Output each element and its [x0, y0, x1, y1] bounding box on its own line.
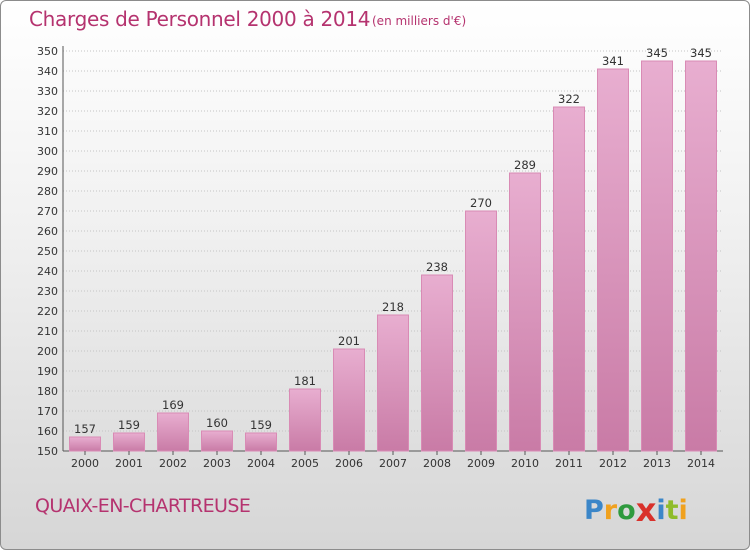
x-tick-labels: 2000 2001 2002 2003 2004 2005 2006 2007 2008 2009… — [71, 451, 715, 470]
x-tick-label-2004: 2004 — [247, 457, 275, 470]
y-tick-label: 240 — [37, 265, 58, 278]
data-label-2005: 181 — [294, 374, 316, 388]
data-label-2014: 345 — [690, 46, 712, 60]
bars — [69, 60, 717, 452]
logo-letter: i — [656, 495, 666, 526]
y-tick-label: 220 — [37, 305, 58, 318]
x-tick-label-2006: 2006 — [335, 457, 363, 470]
bar-2013 — [641, 60, 673, 452]
commune-name: QUAIX-EN-CHARTREUSE — [35, 495, 251, 517]
logo-letter: i — [678, 495, 688, 526]
data-label-2006: 201 — [338, 334, 360, 348]
y-tick-label: 210 — [37, 325, 58, 338]
y-tick-label: 160 — [37, 425, 58, 438]
data-label-2002: 169 — [162, 398, 184, 412]
y-tick-label: 280 — [37, 185, 58, 198]
data-label-2003: 160 — [206, 416, 228, 430]
y-tick-label: 250 — [37, 245, 58, 258]
x-tick-label-2010: 2010 — [511, 457, 539, 470]
x-tick-label-2011: 2011 — [555, 457, 583, 470]
logo-letter: o — [617, 495, 636, 526]
data-label-2011: 322 — [558, 92, 580, 106]
x-tick-label-2009: 2009 — [467, 457, 495, 470]
bar-2000 — [69, 436, 101, 452]
y-tick-label: 310 — [37, 125, 58, 138]
data-label-2009: 270 — [470, 196, 492, 210]
chart-subtitle: (en milliers d'€) — [372, 14, 467, 28]
y-tick-label: 320 — [37, 105, 58, 118]
chart-title: Charges de Personnel 2000 à 2014 — [29, 7, 371, 31]
y-tick-label: 260 — [37, 225, 58, 238]
y-tick-label: 230 — [37, 285, 58, 298]
bar-2009 — [465, 210, 497, 452]
x-tick-label-2003: 2003 — [203, 457, 231, 470]
y-tick-label: 150 — [37, 445, 58, 458]
data-label-2012: 341 — [602, 54, 624, 68]
data-label-2010: 289 — [514, 158, 536, 172]
proxiti-logo: Proxiti — [584, 489, 688, 529]
data-label-2013: 345 — [646, 46, 668, 60]
bar-2005 — [289, 388, 321, 452]
bar-2004 — [245, 432, 277, 452]
x-tick-label-2007: 2007 — [379, 457, 407, 470]
logo-letter: t — [665, 495, 679, 526]
bar-2007 — [377, 314, 409, 452]
bar-2006 — [333, 348, 365, 452]
bar-2001 — [113, 432, 145, 452]
x-tick-label-2014: 2014 — [687, 457, 715, 470]
logo-letter: P — [584, 495, 604, 526]
y-tick-label: 330 — [37, 85, 58, 98]
data-label-2001: 159 — [118, 418, 140, 432]
y-tick-label: 190 — [37, 365, 58, 378]
x-tick-label-2002: 2002 — [159, 457, 187, 470]
data-label-2004: 159 — [250, 418, 272, 432]
y-tick-label: 200 — [37, 345, 58, 358]
data-label-2000: 157 — [74, 422, 96, 436]
data-labels: 157 159 169 160 159 181 201 218 238 270 289 322 341 3… — [74, 46, 712, 436]
x-tick-label-2012: 2012 — [599, 457, 627, 470]
y-tick-label: 180 — [37, 385, 58, 398]
x-tick-label-2013: 2013 — [643, 457, 671, 470]
x-tick-label-2008: 2008 — [423, 457, 451, 470]
bar-2014 — [685, 60, 717, 452]
y-tick-label: 170 — [37, 405, 58, 418]
x-tick-label-2001: 2001 — [115, 457, 143, 470]
y-tick-labels: 150 160 170 180 190 200 210 220 230 240 250 260 270 2… — [37, 45, 58, 458]
bar-2010 — [509, 172, 541, 452]
x-tick-label-2000: 2000 — [71, 457, 99, 470]
bar-2011 — [553, 106, 585, 452]
data-label-2007: 218 — [382, 300, 404, 314]
y-tick-label: 300 — [37, 145, 58, 158]
y-tick-label: 290 — [37, 165, 58, 178]
bar-2003 — [201, 430, 233, 452]
y-tick-label: 350 — [37, 45, 58, 58]
bar-2008 — [421, 274, 453, 452]
logo-letter: x — [635, 491, 657, 529]
data-label-2008: 238 — [426, 260, 448, 274]
x-tick-label-2005: 2005 — [291, 457, 319, 470]
logo-letter: r — [603, 495, 618, 526]
bar-2002 — [157, 412, 189, 452]
y-tick-label: 340 — [37, 65, 58, 78]
y-tick-label: 270 — [37, 205, 58, 218]
bar-2012 — [597, 68, 629, 452]
